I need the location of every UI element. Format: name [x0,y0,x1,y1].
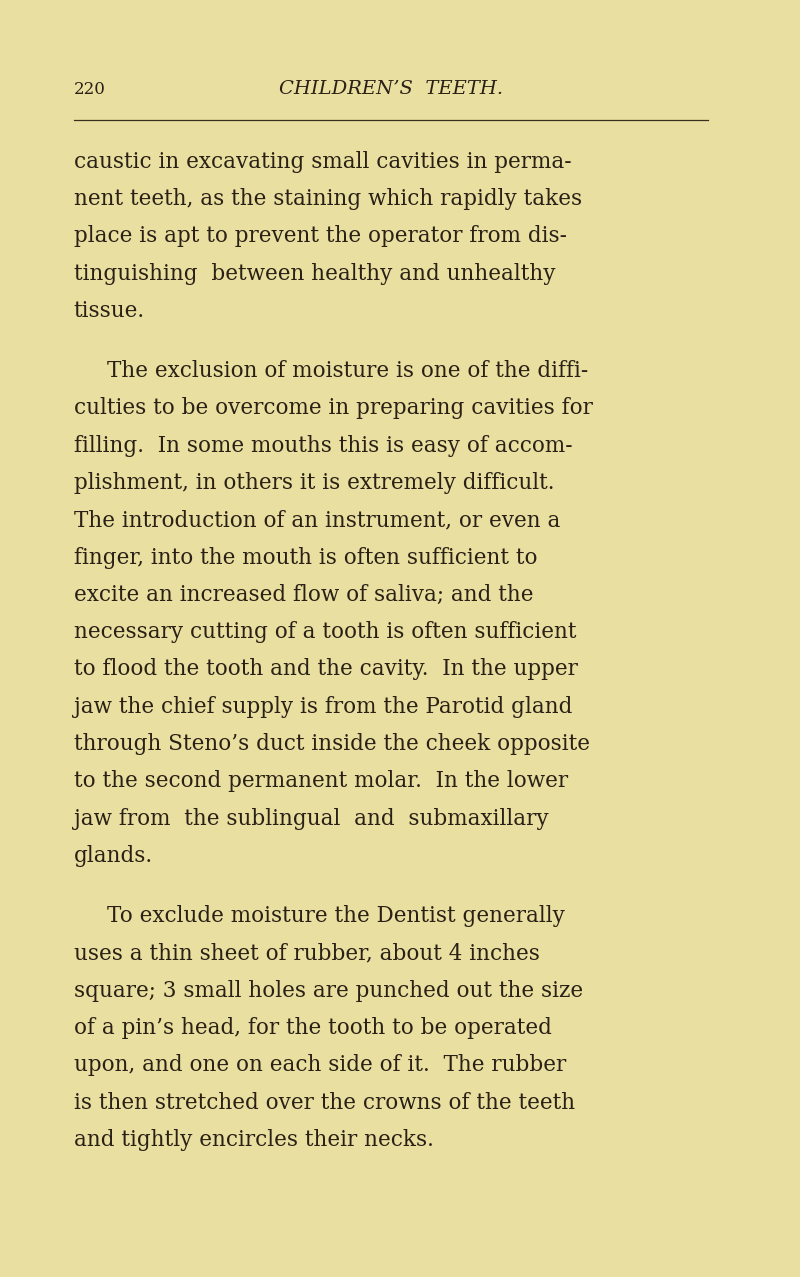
Text: necessary cutting of a tooth is often sufficient: necessary cutting of a tooth is often su… [74,621,576,644]
Text: jaw from  the sublingual  and  submaxillary: jaw from the sublingual and submaxillary [74,807,548,830]
Text: is then stretched over the crowns of the teeth: is then stretched over the crowns of the… [74,1092,574,1114]
Text: To exclude moisture the Dentist generally: To exclude moisture the Dentist generall… [107,905,565,927]
Text: nent teeth, as the staining which rapidly takes: nent teeth, as the staining which rapidl… [74,188,582,209]
Text: 220: 220 [74,82,106,98]
Text: excite an increased flow of saliva; and the: excite an increased flow of saliva; and … [74,584,533,605]
Text: tinguishing  between healthy and unhealthy: tinguishing between healthy and unhealth… [74,263,555,285]
Text: of a pin’s head, for the tooth to be operated: of a pin’s head, for the tooth to be ope… [74,1016,551,1039]
Text: jaw the chief supply is from the Parotid gland: jaw the chief supply is from the Parotid… [74,696,572,718]
Text: culties to be overcome in preparing cavities for: culties to be overcome in preparing cavi… [74,397,593,419]
Text: CHILDREN’S  TEETH.: CHILDREN’S TEETH. [278,80,503,98]
Text: and tightly encircles their necks.: and tightly encircles their necks. [74,1129,434,1151]
Text: plishment, in others it is extremely difficult.: plishment, in others it is extremely dif… [74,472,554,494]
Text: upon, and one on each side of it.  The rubber: upon, and one on each side of it. The ru… [74,1055,566,1077]
Text: uses a thin sheet of rubber, about 4 inches: uses a thin sheet of rubber, about 4 inc… [74,942,539,964]
Text: caustic in excavating small cavities in perma-: caustic in excavating small cavities in … [74,151,571,172]
Text: The introduction of an instrument, or even a: The introduction of an instrument, or ev… [74,510,560,531]
Text: to the second permanent molar.  In the lower: to the second permanent molar. In the lo… [74,770,568,792]
Text: The exclusion of moisture is one of the diffi-: The exclusion of moisture is one of the … [107,360,589,382]
Text: through Steno’s duct inside the cheek opposite: through Steno’s duct inside the cheek op… [74,733,590,755]
Text: place is apt to prevent the operator from dis-: place is apt to prevent the operator fro… [74,225,566,248]
Text: glands.: glands. [74,845,153,867]
Text: tissue.: tissue. [74,300,145,322]
Text: to flood the tooth and the cavity.  In the upper: to flood the tooth and the cavity. In th… [74,659,578,681]
Text: finger, into the mouth is often sufficient to: finger, into the mouth is often sufficie… [74,547,537,568]
Text: square; 3 small holes are punched out the size: square; 3 small holes are punched out th… [74,979,582,1001]
Text: filling.  In some mouths this is easy of accom-: filling. In some mouths this is easy of … [74,434,572,457]
